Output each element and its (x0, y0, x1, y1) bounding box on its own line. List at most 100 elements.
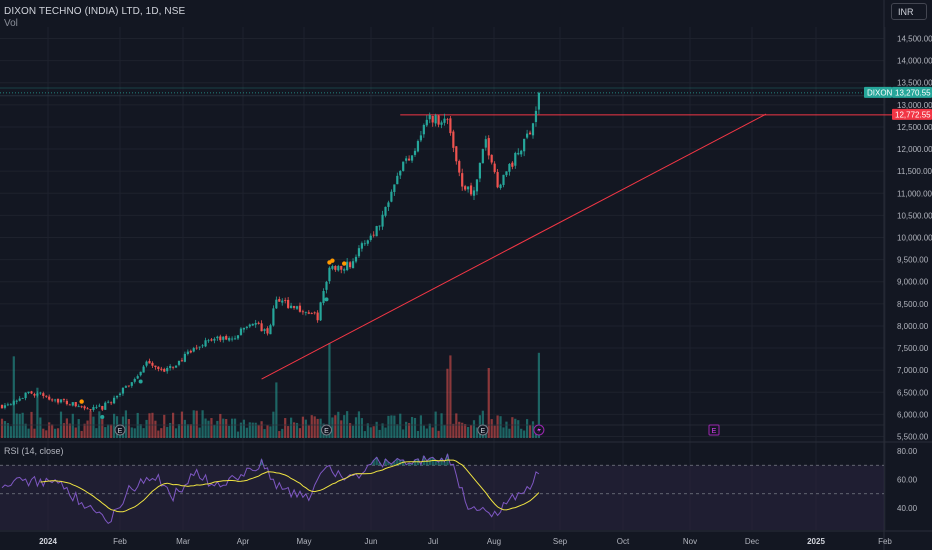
volume-bar (461, 422, 464, 438)
candle-body (431, 116, 434, 123)
candle-body (236, 335, 240, 339)
volume-bar (54, 428, 57, 438)
currency-button[interactable]: INR (891, 3, 927, 20)
candle-body (18, 398, 21, 401)
rsi-indicator-label[interactable]: RSI (14, close) (4, 446, 64, 456)
volume-bar (42, 428, 45, 438)
earnings-marker[interactable]: E (477, 424, 489, 436)
volume-bar (12, 356, 15, 438)
price-axis-label: 12,000.00 (897, 145, 932, 154)
upcoming-earnings-marker[interactable]: E (708, 424, 720, 436)
candle-body (51, 399, 54, 401)
candle-body (502, 174, 505, 185)
candle-body (225, 336, 228, 340)
volume-bar (363, 431, 366, 438)
candle-body (310, 313, 313, 314)
time-axis-label: Feb (113, 537, 127, 546)
volume-bar (360, 418, 363, 438)
candle-body (472, 190, 476, 196)
volume-bar (110, 424, 113, 438)
symbol-price-tag: DIXON (864, 86, 893, 98)
candle-body (396, 175, 399, 185)
candle-body (118, 393, 122, 395)
candle-body (169, 366, 172, 368)
candle-body (151, 362, 154, 366)
volume-bar (186, 424, 189, 438)
candle-body (487, 138, 490, 156)
volume-bar (419, 415, 422, 438)
earnings-marker[interactable]: E (114, 424, 126, 436)
candle-body (104, 402, 107, 410)
volume-indicator-label[interactable]: Vol (4, 18, 18, 29)
dividend-marker[interactable] (533, 424, 545, 436)
candle-body (166, 368, 169, 372)
candle-body (263, 329, 266, 331)
time-axis-label: Nov (683, 537, 697, 546)
symbol-title[interactable]: DIXON TECHNO (INDIA) LTD, 1D, NSE (4, 6, 186, 17)
time-axis-label: Aug (487, 537, 501, 546)
earnings-marker[interactable]: E (321, 424, 332, 436)
candle-body (328, 267, 331, 282)
candle-body (48, 396, 51, 400)
volume-bar (145, 419, 148, 438)
candle-body (80, 406, 83, 408)
candle-body (278, 299, 281, 302)
volume-bar (228, 425, 231, 438)
volume-bar (177, 424, 181, 438)
volume-bar (154, 420, 157, 438)
candle-body (455, 146, 458, 162)
volume-bar (83, 423, 86, 438)
rsi-axis-label: 80.00 (897, 447, 918, 456)
candle-body (74, 401, 77, 407)
time-axis-label: Oct (617, 537, 630, 546)
time-axis-label: Mar (176, 537, 190, 546)
volume-bar (189, 424, 192, 438)
candle-body (130, 382, 133, 386)
volume-bar (440, 413, 443, 438)
price-axis-label: 11,500.00 (897, 167, 932, 176)
candle-body (239, 328, 243, 335)
price-axis-label: 6,000.00 (897, 410, 929, 419)
candle-body (419, 135, 422, 141)
candle-body (354, 256, 358, 262)
candle-body (24, 392, 27, 399)
candle-body (469, 185, 473, 195)
candle-body (142, 366, 145, 373)
volume-bar (290, 417, 293, 438)
volume-bar (133, 428, 136, 438)
candle-body (304, 311, 307, 313)
candle-body (186, 351, 189, 355)
candle-body (301, 311, 304, 313)
price-axis-label: 13,000.00 (897, 101, 932, 110)
volume-bar (148, 413, 151, 438)
price-axis-label: 6,500.00 (897, 388, 929, 397)
candle-body (349, 262, 352, 268)
volume-bar (24, 423, 27, 438)
candle-body (390, 191, 393, 202)
volume-bar (71, 413, 74, 438)
volume-bar (292, 422, 296, 438)
svg-text:DIXON: DIXON (867, 88, 893, 97)
volume-bar (523, 430, 526, 438)
candle-body (254, 322, 257, 325)
volume-bar (493, 425, 496, 438)
candle-body (6, 404, 9, 406)
candle-body (83, 406, 86, 409)
candle-body (127, 385, 130, 387)
volume-bar (384, 427, 387, 438)
volume-bar (431, 427, 434, 438)
candle-body (343, 269, 346, 271)
candle-body (195, 347, 198, 349)
candle-body (375, 226, 378, 237)
volume-bar (33, 428, 36, 438)
candle-body (287, 299, 290, 308)
volume-bar (393, 415, 396, 438)
candle-body (77, 406, 80, 408)
candle-body (216, 336, 219, 339)
volume-bar (475, 427, 479, 438)
volume-bar (284, 418, 287, 438)
candle-body (180, 360, 184, 362)
candle-body (387, 202, 390, 207)
